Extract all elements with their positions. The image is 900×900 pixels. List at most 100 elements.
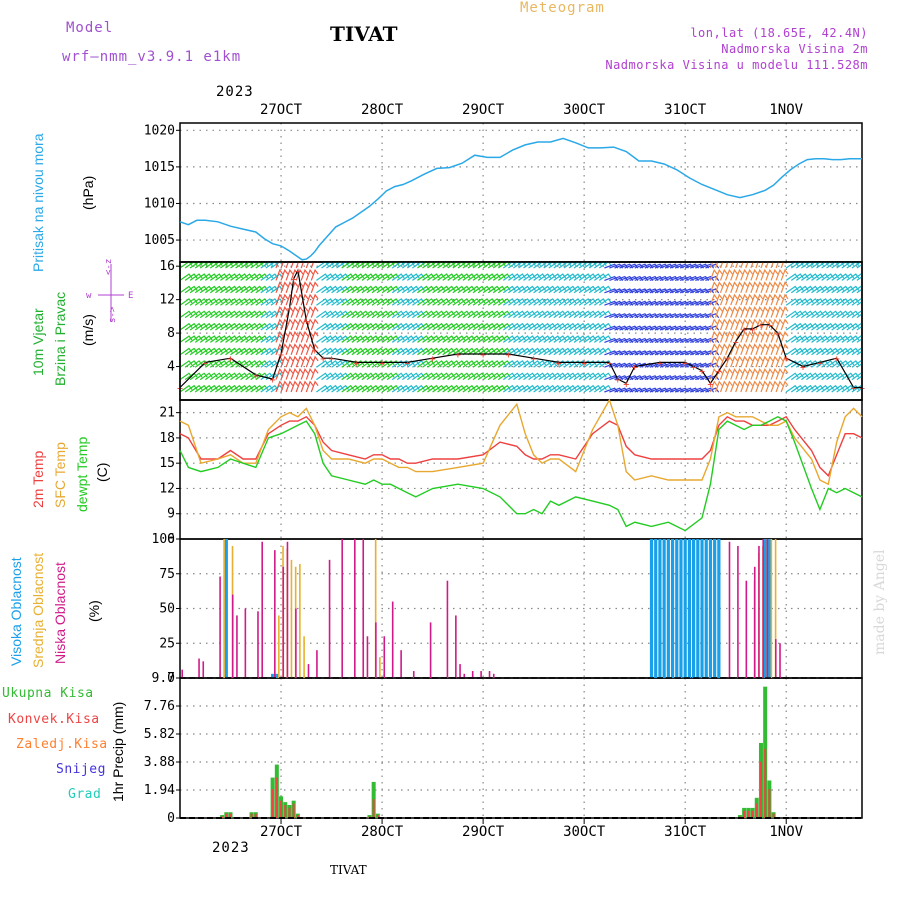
wind-marker: + (606, 358, 612, 369)
wind-barb (705, 288, 720, 294)
wind-barb (700, 288, 715, 294)
high-cloud-bar (224, 539, 228, 678)
wind-barb (770, 268, 779, 281)
low-cloud-bar (261, 541, 263, 678)
wind-barb (765, 262, 773, 269)
wind-marker: + (724, 354, 730, 365)
x-tick-label-top: 27OCT (260, 102, 303, 118)
wind-barb (705, 362, 720, 368)
wind-barb (780, 306, 789, 318)
wind-barb (295, 368, 304, 380)
high-cloud-bar (658, 539, 662, 678)
wind-barb (725, 293, 733, 306)
wind-barb (760, 355, 769, 368)
wind-barb (851, 273, 862, 281)
low-cloud-bar (257, 611, 259, 678)
wind-marker: + (800, 363, 806, 374)
wind-marker: + (531, 354, 537, 365)
wind-barb (700, 325, 715, 331)
wind-barb (770, 293, 779, 306)
wind-barb (295, 343, 304, 356)
wind-barb (770, 343, 779, 356)
low-cloud-bar (391, 601, 394, 678)
conv-precip-bar (747, 810, 750, 818)
wind-barb (851, 335, 862, 343)
wind-barb (719, 380, 728, 393)
wind-barb (295, 262, 303, 269)
wind-barb (861, 267, 862, 268)
high-cloud-bar (717, 539, 721, 678)
wind-marker: + (505, 350, 511, 361)
wind-barb (750, 343, 759, 356)
wind-barb (740, 306, 749, 318)
wind-barb (765, 343, 774, 356)
wind-marker: + (253, 371, 259, 382)
y-tick-label: 9.7 (152, 671, 175, 686)
location-coords: lon,lat (18.65E, 42.4N) (690, 26, 868, 40)
wind-barb (719, 318, 728, 331)
wind-barb (770, 330, 779, 343)
wind-barb (310, 330, 319, 343)
y-tick-label: 21 (159, 406, 175, 421)
wind-barb (730, 262, 738, 269)
high-cloud-bar (696, 539, 700, 678)
wind-barb (305, 293, 314, 306)
wind-barb (275, 330, 284, 343)
compass-e-label: E (128, 291, 133, 301)
wind-barb (305, 281, 314, 294)
wind-barb (735, 380, 743, 393)
y-tick-label: 7.76 (144, 699, 175, 714)
wind-barb (730, 380, 738, 393)
wind-barb (851, 322, 862, 331)
wind-barb (760, 306, 769, 318)
wind-barb (760, 343, 769, 356)
wind-barb (760, 318, 769, 331)
x-tick-label-bottom: 1NOV (769, 824, 803, 840)
wind-barb (598, 347, 612, 356)
wind-barb (861, 304, 862, 306)
x-tick-label-bottom: 28OCT (361, 824, 404, 840)
wind-marker: + (286, 304, 292, 315)
mid-cloud-bar (303, 636, 305, 678)
compass-icon: w E <-z s-> (86, 259, 133, 323)
low-cloud-bar (775, 639, 777, 678)
wind-marker: + (834, 354, 840, 365)
wind-marker: + (303, 317, 309, 328)
low-cloud-bar (455, 615, 457, 678)
wind-barb (745, 318, 754, 331)
wind-barb (598, 322, 612, 331)
mid-cloud-bar (374, 539, 377, 678)
wind-barb (770, 306, 779, 318)
conv-precip-bar (372, 799, 375, 818)
low-cloud-bar (366, 636, 369, 678)
wind-barb (275, 281, 284, 294)
low-cloud-bar (236, 615, 238, 678)
wind-barb (719, 281, 728, 294)
conv-precip-bar (296, 815, 299, 818)
wind-barb (275, 368, 284, 380)
low-cloud-bar (231, 594, 234, 678)
high-cloud-bar (713, 539, 717, 678)
legend-total-precip: Ukupna Kisa (2, 686, 94, 701)
wind-marker: + (682, 358, 688, 369)
wind-barb (280, 368, 289, 380)
conv-precip-bar (254, 813, 257, 818)
wind-marker: + (404, 358, 410, 369)
wind-barb (300, 343, 309, 356)
low-cloud-bar (400, 650, 402, 678)
wind-barb (709, 368, 718, 380)
wind-barb (745, 355, 754, 368)
wind-barb (300, 268, 309, 281)
low-cloud-bar (316, 650, 318, 678)
wind-barb (305, 268, 314, 281)
wind-barb (745, 268, 754, 281)
high-cloud-bar (692, 539, 696, 678)
y-tick-label: 12 (159, 293, 175, 308)
conv-precip-bar (221, 816, 224, 818)
wind-barb (750, 355, 759, 368)
wind-barb (714, 318, 723, 331)
wind-barb (735, 318, 743, 331)
wind-barb (714, 262, 722, 269)
wind-barb (856, 375, 862, 381)
